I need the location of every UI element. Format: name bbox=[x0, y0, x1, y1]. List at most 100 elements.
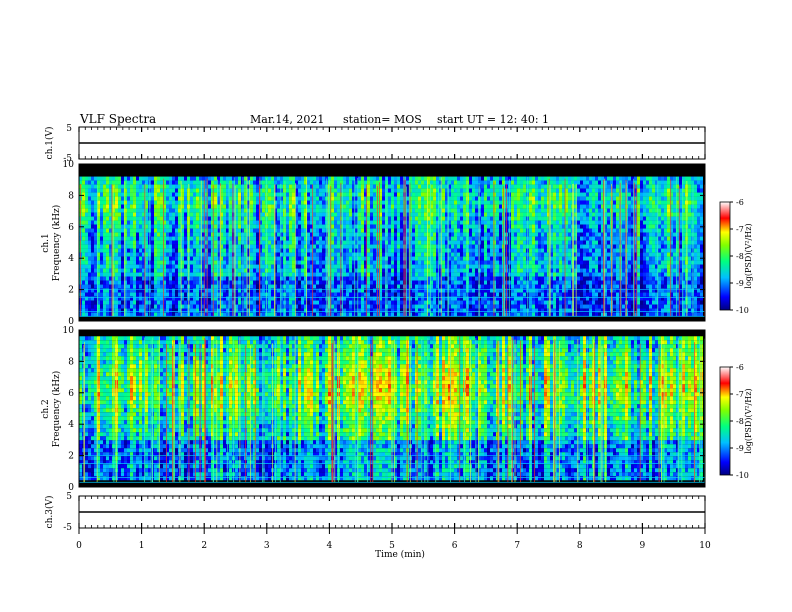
spectrogram-cell bbox=[238, 248, 241, 253]
spectrogram-cell bbox=[157, 300, 160, 305]
spectrogram-cell bbox=[349, 224, 352, 229]
spectrogram-cell bbox=[211, 200, 214, 205]
spectrogram-cell bbox=[421, 244, 424, 249]
spectrogram-cell bbox=[211, 208, 214, 213]
spectrogram-cell bbox=[307, 216, 310, 221]
spectrogram-cell bbox=[442, 228, 445, 233]
spectrogram-cell bbox=[304, 304, 307, 309]
spectrogram-cell bbox=[391, 228, 394, 233]
spectrogram-cell bbox=[196, 308, 199, 313]
spectrogram-cell bbox=[436, 180, 439, 185]
spectrogram-cell bbox=[409, 280, 412, 285]
spectrogram-cell bbox=[232, 252, 235, 257]
spectrogram-cell bbox=[133, 268, 136, 273]
spectrogram-cell bbox=[424, 208, 427, 213]
spectrogram-cell bbox=[151, 296, 154, 301]
spectrogram-cell bbox=[370, 252, 373, 257]
spectrogram-cell bbox=[481, 280, 484, 285]
spectrogram-cell bbox=[94, 232, 97, 237]
spectrogram-cell bbox=[247, 248, 250, 253]
spectrogram-cell bbox=[241, 188, 244, 193]
spectrogram-cell bbox=[85, 268, 88, 273]
spectrogram-cell bbox=[85, 300, 88, 305]
spectrogram-cell bbox=[193, 184, 196, 189]
spectrogram-cell bbox=[220, 180, 223, 185]
spectrogram-cell bbox=[229, 244, 232, 249]
spectrogram-cell bbox=[319, 180, 322, 185]
spectrogram-cell bbox=[430, 236, 433, 241]
spectrogram-cell bbox=[178, 296, 181, 301]
spectrogram-cell bbox=[406, 188, 409, 193]
spectrogram-cell bbox=[199, 212, 202, 217]
spectrogram-cell bbox=[472, 284, 475, 289]
spectrogram-cell bbox=[487, 224, 490, 229]
spectrogram-cell bbox=[175, 200, 178, 205]
spectrogram-cell bbox=[133, 244, 136, 249]
spectrogram-cell bbox=[397, 216, 400, 221]
spectrogram-cell bbox=[241, 304, 244, 309]
spectrogram-cell bbox=[226, 204, 229, 209]
spectrogram-cell bbox=[271, 308, 274, 313]
spectrogram-cell bbox=[208, 232, 211, 237]
spectrogram-cell bbox=[88, 200, 91, 205]
spectrogram-cell bbox=[418, 252, 421, 257]
spectrogram-cell bbox=[217, 192, 220, 197]
spectrogram-cell bbox=[292, 204, 295, 209]
spectrogram-cell bbox=[454, 196, 457, 201]
spectrogram-cell bbox=[385, 304, 388, 309]
spectrogram-cell bbox=[241, 296, 244, 301]
spectrogram-cell bbox=[205, 244, 208, 249]
spectrogram-cell bbox=[484, 296, 487, 301]
spectrogram-cell bbox=[361, 184, 364, 189]
spectrogram-cell bbox=[136, 288, 139, 293]
spectrogram-cell bbox=[484, 232, 487, 237]
spectrogram-cell bbox=[220, 216, 223, 221]
spectrogram-cell bbox=[208, 256, 211, 261]
spectrogram-cell bbox=[280, 280, 283, 285]
spectrogram-cell bbox=[370, 236, 373, 241]
spectrogram-cell bbox=[301, 176, 304, 181]
spectrogram-cell bbox=[475, 248, 478, 253]
spectrogram-cell bbox=[250, 248, 253, 253]
spectrogram-cell bbox=[172, 208, 175, 213]
spectrogram-cell bbox=[121, 220, 124, 225]
spectrogram-cell bbox=[166, 236, 169, 241]
spectrogram-cell bbox=[472, 288, 475, 293]
spectrogram-cell bbox=[133, 188, 136, 193]
spectrogram-cell bbox=[292, 232, 295, 237]
spectrogram-cell bbox=[175, 296, 178, 301]
spectrogram-cell bbox=[313, 208, 316, 213]
spectrogram-cell bbox=[394, 300, 397, 305]
spectrogram-cell bbox=[103, 304, 106, 309]
spectrogram-cell bbox=[316, 304, 319, 309]
spectrogram-cell bbox=[304, 176, 307, 181]
spectrogram-cell bbox=[424, 268, 427, 273]
spectrogram-cell bbox=[223, 212, 226, 217]
spectrogram-cell bbox=[400, 312, 403, 317]
spectrogram-cell bbox=[94, 176, 97, 181]
spectrogram-cell bbox=[226, 208, 229, 213]
spectrogram-cell bbox=[409, 188, 412, 193]
spectrogram-cell bbox=[433, 288, 436, 293]
spectrogram-cell bbox=[307, 256, 310, 261]
spectrogram-cell bbox=[433, 236, 436, 241]
spectrogram-cell bbox=[334, 268, 337, 273]
spectrogram-cell bbox=[301, 276, 304, 281]
spectrogram-cell bbox=[94, 244, 97, 249]
spectrogram-cell bbox=[190, 212, 193, 217]
spectrogram-cell bbox=[241, 220, 244, 225]
spectrogram-cell bbox=[376, 180, 379, 185]
spectrogram-cell bbox=[412, 268, 415, 273]
spectrogram-cell bbox=[277, 256, 280, 261]
spectrogram-cell bbox=[85, 260, 88, 265]
spectrogram-cell bbox=[154, 184, 157, 189]
spectrogram-cell bbox=[370, 300, 373, 305]
spectrogram-cell bbox=[469, 208, 472, 213]
spectrogram-cell bbox=[271, 288, 274, 293]
spectrogram-cell bbox=[157, 224, 160, 229]
spectrogram-cell bbox=[91, 252, 94, 257]
spectrogram-cell bbox=[274, 248, 277, 253]
spectrogram-cell bbox=[103, 296, 106, 301]
spectrogram-cell bbox=[463, 256, 466, 261]
spectrogram-cell bbox=[175, 260, 178, 265]
